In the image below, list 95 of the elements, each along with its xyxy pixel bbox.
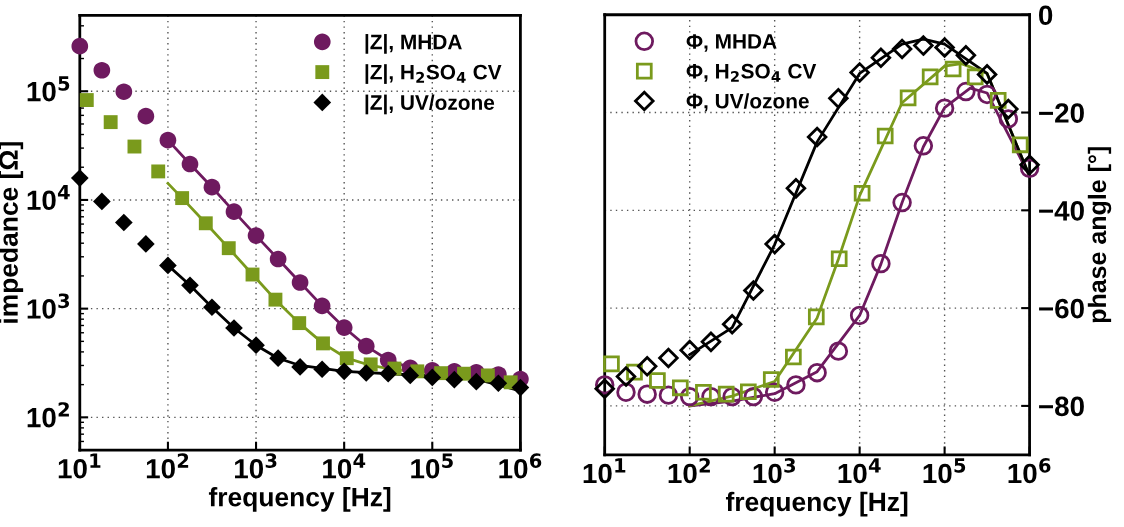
point	[247, 336, 265, 355]
point	[934, 37, 955, 58]
x-tick-label: 10$^{5}$	[411, 453, 453, 479]
x-axis-title: frequency [Hz]	[208, 487, 391, 512]
x-tick-label: 10$^{3}$	[753, 457, 796, 484]
point	[998, 98, 1019, 120]
x-tick-label: 10$^{3}$	[235, 453, 277, 479]
point	[291, 274, 309, 291]
point	[71, 37, 89, 55]
point	[871, 253, 891, 274]
point	[137, 107, 155, 125]
y2-tick-label: 0	[1039, 5, 1053, 26]
point	[225, 319, 243, 337]
point	[806, 126, 828, 148]
point	[467, 372, 486, 391]
point	[269, 349, 287, 368]
x-tick-label: 10$^{4}$	[838, 458, 881, 484]
point	[313, 297, 331, 315]
point	[225, 203, 243, 221]
point	[423, 368, 442, 387]
point	[357, 337, 375, 355]
legend-label: |Z|, H$_{2}$SO$_{4}$ CV	[365, 64, 502, 84]
point	[828, 88, 849, 109]
x-tick-label: 10$^{1}$	[583, 458, 626, 484]
y2-axis-title: phase angle [°]	[1087, 147, 1112, 323]
point	[721, 314, 743, 335]
point	[764, 233, 785, 255]
point	[181, 276, 199, 295]
point	[445, 370, 464, 389]
point	[870, 47, 892, 69]
point	[700, 331, 722, 353]
x-tick-label: 10$^{2}$	[146, 453, 189, 479]
x-tick-label: 10$^{2}$	[668, 457, 710, 484]
point	[93, 61, 111, 79]
point	[934, 98, 955, 118]
point	[785, 178, 807, 199]
x-tick-label: 10$^{4}$	[323, 453, 366, 479]
point	[115, 213, 133, 232]
point	[913, 136, 934, 156]
point	[379, 364, 398, 383]
point	[203, 298, 221, 317]
point	[594, 378, 615, 400]
point	[511, 378, 530, 397]
point	[955, 45, 977, 66]
point	[956, 81, 976, 102]
point	[615, 366, 637, 387]
point	[335, 319, 353, 336]
point	[159, 131, 177, 149]
y-tick-label: 10$^{2}$	[27, 402, 69, 428]
x-tick-label: 10$^{1}$	[58, 453, 101, 479]
legend-label: Φ, UV/ozone	[686, 93, 809, 112]
x-axis-title: frequency [Hz]	[725, 491, 908, 517]
point	[489, 374, 508, 393]
y2-tick-label: −60	[1039, 298, 1084, 319]
point	[636, 356, 658, 377]
point	[743, 386, 764, 407]
point	[786, 375, 806, 395]
legend-label: Φ, H$_{2}$SO$_{4}$ CV	[686, 63, 817, 82]
x-tick-label: 10$^{6}$	[499, 453, 542, 479]
point	[269, 250, 287, 268]
legend-label: |Z|, MHDA	[365, 34, 462, 54]
legend-label: |Z|, UV/ozone	[365, 94, 495, 115]
point	[335, 362, 354, 381]
point	[976, 64, 998, 85]
x-tick-label: 10$^{5}$	[923, 458, 966, 484]
x-tick-label: 10$^{6}$	[1008, 457, 1051, 484]
point	[203, 178, 221, 196]
point	[913, 35, 934, 56]
y2-tick-label: −80	[1039, 396, 1084, 417]
point	[313, 360, 331, 379]
point	[828, 341, 849, 361]
y2-tick-label: −20	[1039, 103, 1084, 123]
point	[679, 339, 700, 361]
y2-tick-label: −40	[1039, 201, 1084, 221]
point	[849, 62, 870, 83]
point	[115, 83, 133, 101]
point	[159, 256, 177, 275]
y-tick-label: 10$^{3}$	[27, 293, 70, 319]
point	[70, 169, 89, 187]
point	[849, 305, 870, 326]
point	[658, 347, 679, 369]
y-tick-label: 10$^{4}$	[27, 185, 70, 211]
point	[743, 280, 764, 301]
point	[891, 38, 913, 60]
point	[93, 192, 111, 211]
point	[291, 358, 309, 376]
point	[892, 192, 912, 213]
legend-label: Φ, MHDA	[686, 34, 777, 52]
point	[181, 155, 199, 173]
point	[357, 364, 376, 382]
y-tick-label: 10$^{5}$	[27, 76, 70, 102]
point	[247, 227, 265, 244]
point	[807, 362, 827, 383]
point	[137, 235, 155, 253]
point	[401, 366, 420, 385]
